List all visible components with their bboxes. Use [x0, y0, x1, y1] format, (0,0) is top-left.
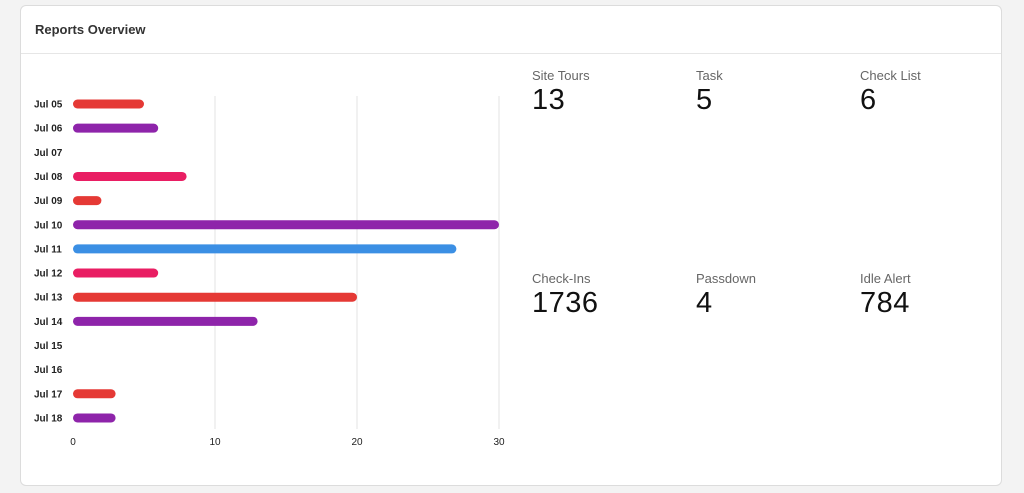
- bar-jul-09[interactable]: [73, 196, 102, 206]
- y-tick-label: Jul 17: [34, 389, 63, 400]
- y-tick-label: Jul 15: [34, 341, 63, 352]
- x-tick-label: 30: [493, 437, 505, 448]
- y-tick-label: Jul 14: [34, 317, 63, 328]
- stat-label: Passdown: [696, 271, 756, 286]
- y-tick-label: Jul 06: [34, 124, 63, 135]
- y-tick-label: Jul 07: [34, 148, 63, 159]
- stat-value: 6: [860, 84, 877, 116]
- stat-label: Check-Ins: [532, 271, 591, 286]
- bar-jul-13[interactable]: [73, 292, 357, 302]
- reports-overview-card: Reports Overview 0 10 20 30 Jul 05 Jul 06 Jul …: [20, 5, 1002, 486]
- card-title: Reports Overview: [21, 6, 1001, 54]
- stat-task: Task 5: [696, 68, 846, 117]
- y-tick-label: Jul 11: [34, 244, 62, 255]
- stat-label: Task: [696, 68, 723, 83]
- stat-check-ins: Check-Ins 1736: [532, 271, 682, 320]
- stat-idle-alert: Idle Alert 784: [860, 271, 1001, 320]
- stat-passdown: Passdown 4: [696, 271, 846, 320]
- x-tick-label: 10: [209, 437, 221, 448]
- bar-jul-10[interactable]: [73, 220, 499, 230]
- y-tick-label: Jul 10: [34, 220, 63, 231]
- bar-jul-17[interactable]: [73, 389, 116, 399]
- y-tick-label: Jul 18: [34, 413, 63, 424]
- stat-label: Check List: [860, 68, 921, 83]
- y-tick-label: Jul 09: [34, 196, 63, 207]
- stat-value: 5: [696, 84, 713, 116]
- stat-value: 13: [532, 84, 566, 116]
- x-tick-label: 20: [351, 437, 363, 448]
- bar-jul-14[interactable]: [73, 316, 258, 326]
- y-tick-label: Jul 12: [34, 269, 63, 280]
- stat-check-list: Check List 6: [860, 68, 1001, 117]
- stat-label: Site Tours: [532, 68, 590, 83]
- y-tick-label: Jul 08: [34, 172, 63, 183]
- x-tick-label: 0: [70, 437, 76, 448]
- stat-value: 4: [696, 287, 713, 319]
- stat-value: 1736: [532, 287, 599, 319]
- y-tick-label: Jul 13: [34, 293, 63, 304]
- reports-bar-chart: 0 10 20 30 Jul 05 Jul 06 Jul 07 Jul 08 Jul 09 Jul…: [34, 96, 505, 448]
- bar-jul-18[interactable]: [73, 413, 116, 423]
- y-tick-label: Jul 16: [34, 365, 63, 376]
- y-tick-label: Jul 05: [34, 100, 63, 111]
- stat-value: 784: [860, 287, 910, 319]
- bar-jul-12[interactable]: [73, 268, 159, 278]
- stat-label: Idle Alert: [860, 271, 911, 286]
- stat-site-tours: Site Tours 13: [532, 68, 682, 117]
- bar-jul-06[interactable]: [73, 123, 159, 133]
- bar-jul-11[interactable]: [73, 244, 457, 254]
- bar-jul-05[interactable]: [73, 99, 144, 109]
- bar-jul-08[interactable]: [73, 171, 187, 181]
